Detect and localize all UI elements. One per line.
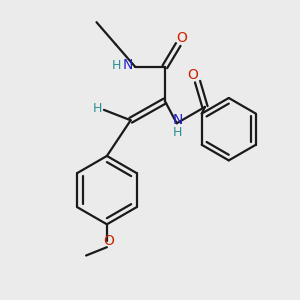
Text: O: O — [188, 68, 199, 82]
Text: H: H — [173, 126, 182, 139]
Text: N: N — [172, 113, 182, 127]
Text: O: O — [176, 31, 187, 45]
Text: H: H — [93, 102, 102, 115]
Text: H: H — [112, 59, 122, 72]
Text: O: O — [103, 234, 114, 248]
Text: N: N — [122, 58, 133, 72]
